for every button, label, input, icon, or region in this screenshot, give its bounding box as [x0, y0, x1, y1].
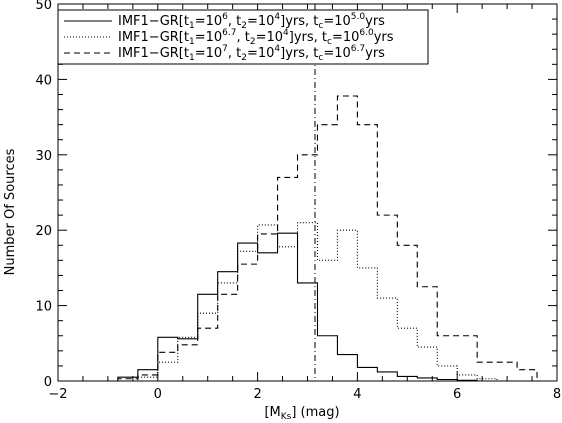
- legend-entry-3: IMF1−GR[t1=107, t2=104]yrs, tc=106.7yrs: [118, 44, 385, 63]
- y-tick-label: 10: [35, 300, 52, 315]
- x-axis-label-open: [M: [264, 405, 280, 420]
- legend-entry-1: IMF1−GR[t1=106, t2=104]yrs, tc=105.0yrs: [118, 12, 385, 31]
- series-solid-histogram: [117, 232, 538, 382]
- y-tick-label: 20: [35, 224, 52, 239]
- x-axis-label-close: ] (mag): [291, 405, 339, 420]
- y-axis-label: Number Of Sources: [3, 148, 18, 275]
- plot-frame: [57, 3, 558, 382]
- legend-entry-2: IMF1−GR[t1=106.7, t2=104]yrs, tc=106.0yr…: [118, 28, 394, 47]
- x-tick-label: 2: [253, 387, 261, 402]
- y-tick-labels: 0 10 20 30 40 50: [35, 0, 52, 390]
- x-tick-label: −2: [48, 387, 67, 402]
- y-tick-label: 40: [35, 73, 52, 88]
- x-tick-label: 0: [154, 387, 162, 402]
- y-tick-label: 50: [35, 0, 52, 13]
- legend-box: [57, 9, 429, 65]
- y-tick-label: 0: [44, 375, 52, 390]
- series-dashed-histogram: [117, 95, 538, 381]
- x-axis-label-sub: Ks: [281, 412, 292, 422]
- y-tick-label: 30: [35, 149, 52, 164]
- x-tick-label: 8: [553, 387, 561, 402]
- x-axis-label: [MKs] (mag): [264, 405, 339, 422]
- x-tick-label: 6: [453, 387, 461, 402]
- series-dotted-histogram: [117, 222, 538, 382]
- legend: IMF1−GR[t1=106, t2=104]yrs, tc=105.0yrsI…: [57, 9, 429, 65]
- x-tick-labels: −2 0 2 4 6 8: [48, 387, 561, 402]
- x-tick-label: 4: [353, 387, 361, 402]
- histogram-series: [117, 95, 538, 382]
